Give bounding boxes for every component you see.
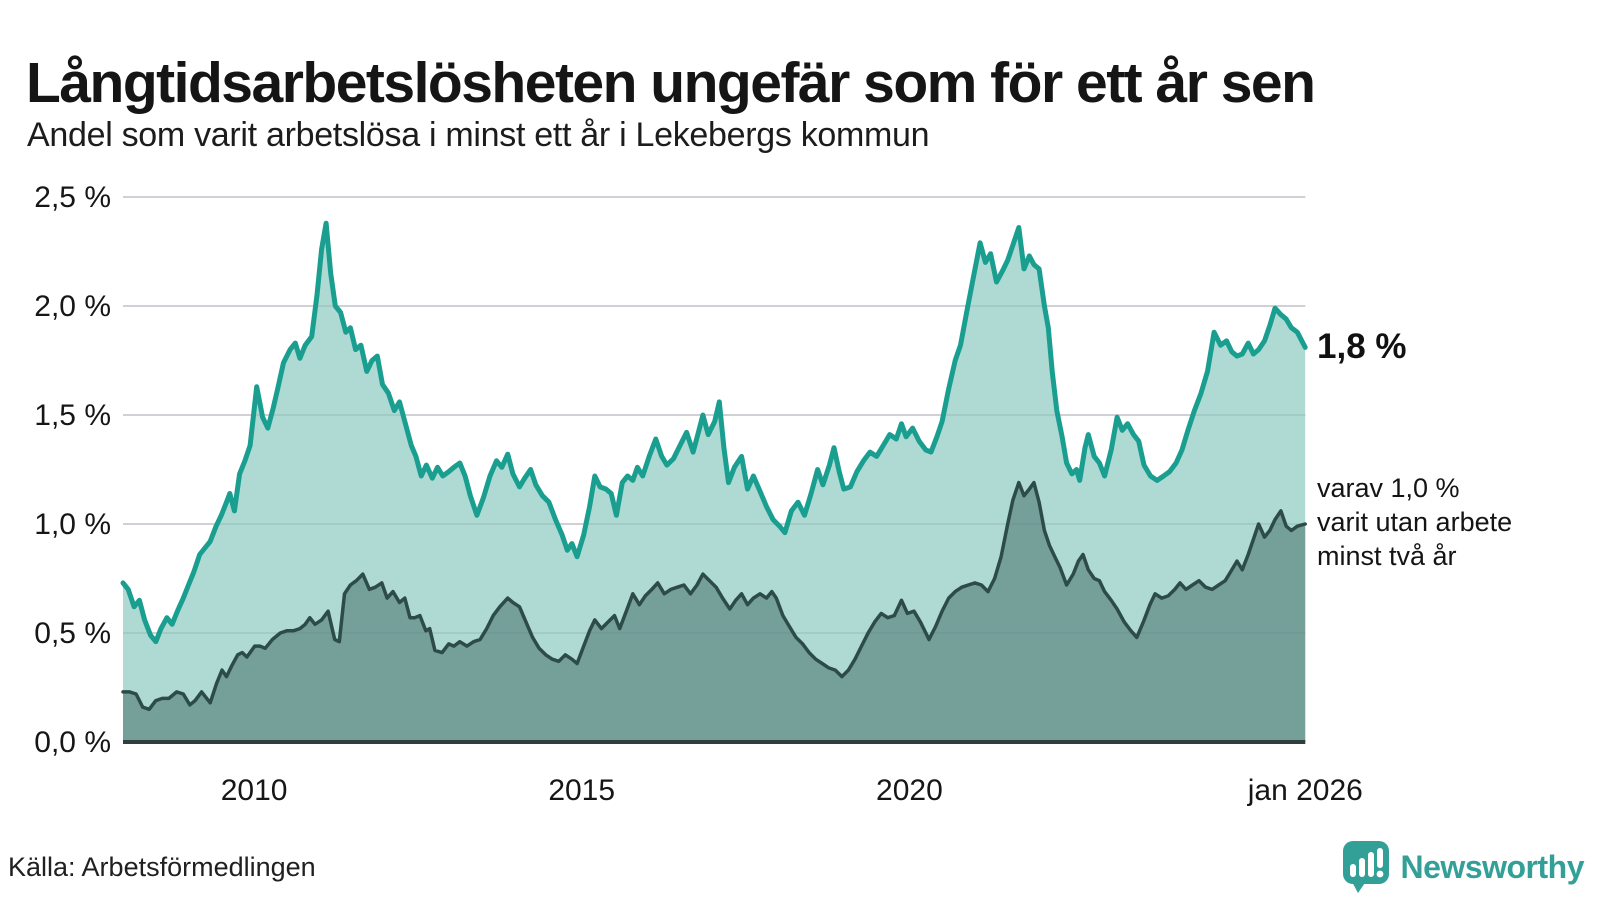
x-tick-label: jan 2026 [1247,774,1363,807]
y-tick-label: 1,0 % [34,508,111,541]
newsworthy-wordmark: Newsworthy [1400,848,1585,885]
annotation-line-2: varit utan arbete [1317,507,1513,537]
page-title: Långtidsarbetslösheten ungefär som för e… [26,51,1316,116]
latest-value-label: 1,8 % [1317,327,1407,366]
x-tick-label: 2020 [876,774,943,807]
chart-subtitle: Andel som varit arbetslösa i minst ett å… [27,116,930,154]
y-tick-label: 0,5 % [34,617,111,650]
y-tick-label: 1,5 % [34,399,111,432]
area-two-year [123,482,1306,742]
y-tick-label: 2,0 % [34,290,111,323]
y-tick-label: 2,5 % [34,181,111,214]
x-tick-label: 2010 [221,774,288,807]
newsworthy-logo: Newsworthy [1341,840,1585,894]
line-two-year [121,480,1307,712]
annotation-line-1: varav 1,0 % [1317,473,1460,503]
secondary-series-annotation: varav 1,0 % varit utan arbete minst två … [1317,471,1512,573]
y-tick-label: 0,0 % [34,726,111,759]
source-attribution: Källa: Arbetsförmedlingen [8,852,316,882]
x-tick-label: 2015 [548,774,615,807]
annotation-line-3: minst två år [1317,541,1457,571]
line-one-year [120,220,1308,645]
newsworthy-icon [1342,841,1389,893]
